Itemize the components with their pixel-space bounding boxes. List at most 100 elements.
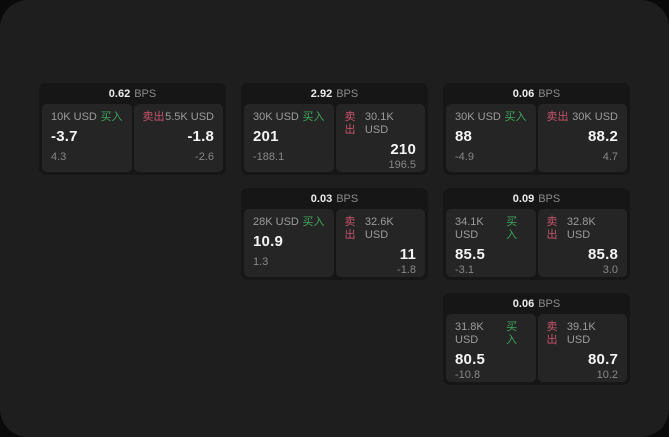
- sell-panel-top: 卖出 32.6K USD: [345, 216, 417, 242]
- sell-panel-top: 卖出 30K USD: [547, 111, 619, 124]
- buy-sub-value: -4.9: [455, 151, 474, 163]
- sell-amount: 39.1K USD: [566, 321, 596, 346]
- sell-price: 88.2: [588, 128, 618, 145]
- bps-unit-label: BPS: [336, 192, 359, 205]
- buy-amount: 30K USD: [253, 111, 299, 123]
- buy-side-label: 买入: [506, 321, 518, 346]
- quote-board: 0.62 BPS 10K USD 买入 -3.7 4.3 卖出 5.5K USD: [39, 83, 630, 385]
- sell-amount: 32.8K USD: [566, 216, 596, 241]
- quote-card: 0.03 BPS 28K USD 买入 10.9 1.3 卖出 32.6K US…: [241, 188, 428, 280]
- buy-panel-top: 31.8K USD 买入: [455, 321, 527, 347]
- sell-sub-value: 4.7: [602, 151, 618, 163]
- buy-panel-top: 34.1K USD 买入: [455, 216, 527, 242]
- bps-value: 0.06: [512, 297, 535, 310]
- buy-sub-value: -3.1: [455, 264, 474, 276]
- card-header: 2.92 BPS: [244, 83, 425, 104]
- sell-panel[interactable]: 卖出 32.6K USD 11 -1.8: [335, 209, 425, 277]
- bps-value: 0.03: [310, 192, 333, 205]
- sell-sub-value: 196.5: [388, 159, 416, 171]
- buy-amount: 34.1K USD: [455, 216, 484, 241]
- sell-price: -1.8: [187, 128, 214, 145]
- buy-price: 201: [253, 128, 279, 145]
- card-header: 0.06 BPS: [446, 83, 627, 104]
- sell-sub-value: -1.8: [397, 264, 416, 276]
- quote-card: 0.62 BPS 10K USD 买入 -3.7 4.3 卖出 5.5K USD: [39, 83, 226, 175]
- buy-panel-top: 28K USD 买入: [253, 216, 325, 229]
- bps-unit-label: BPS: [134, 87, 157, 100]
- buy-side-label: 买入: [302, 216, 325, 228]
- sell-panel-top: 卖出 39.1K USD: [547, 321, 619, 347]
- bps-value: 0.06: [512, 87, 535, 100]
- buy-amount: 30K USD: [455, 111, 501, 123]
- buy-side-label: 买入: [504, 111, 527, 123]
- panel-pair: 30K USD 买入 201 -188.1 卖出 30.1K USD 210 1…: [244, 104, 425, 172]
- bps-unit-label: BPS: [336, 87, 359, 100]
- sell-amount: 30.1K USD: [364, 111, 394, 136]
- sell-price: 80.7: [588, 351, 618, 368]
- buy-panel-top: 10K USD 买入: [51, 111, 123, 124]
- sell-panel-top: 卖出 30.1K USD: [345, 111, 417, 137]
- sell-amount: 30K USD: [572, 111, 618, 123]
- sell-side-label: 卖出: [142, 111, 165, 123]
- bps-unit-label: BPS: [538, 192, 561, 205]
- buy-sub-value: -10.8: [455, 369, 481, 381]
- sell-panel[interactable]: 卖出 30K USD 88.2 4.7: [537, 104, 627, 172]
- buy-sub-value: 4.3: [51, 151, 67, 163]
- buy-panel[interactable]: 30K USD 买入 201 -188.1: [244, 104, 334, 172]
- sell-side-label: 卖出: [546, 321, 558, 346]
- card-header: 0.09 BPS: [446, 188, 627, 209]
- buy-sub-value: -188.1: [253, 151, 285, 163]
- panel-pair: 28K USD 买入 10.9 1.3 卖出 32.6K USD 11 -1.8: [244, 209, 425, 277]
- sell-sub-value: -2.6: [195, 151, 214, 163]
- card-header: 0.06 BPS: [446, 293, 627, 314]
- sell-panel[interactable]: 卖出 30.1K USD 210 196.5: [335, 104, 425, 172]
- sell-amount: 5.5K USD: [165, 111, 214, 123]
- buy-panel[interactable]: 31.8K USD 买入 80.5 -10.8: [446, 314, 536, 382]
- sell-panel[interactable]: 卖出 5.5K USD -1.8 -2.6: [133, 104, 223, 172]
- buy-price: 85.5: [455, 246, 485, 263]
- buy-amount: 10K USD: [51, 111, 97, 123]
- sell-price: 11: [399, 246, 416, 263]
- panel-pair: 10K USD 买入 -3.7 4.3 卖出 5.5K USD -1.8 -2.…: [42, 104, 223, 172]
- sell-side-label: 卖出: [344, 111, 356, 136]
- buy-amount: 31.8K USD: [455, 321, 484, 346]
- sell-panel-top: 卖出 5.5K USD: [143, 111, 215, 124]
- buy-sub-value: 1.3: [253, 256, 269, 268]
- panel-pair: 30K USD 买入 88 -4.9 卖出 30K USD 88.2 4.7: [446, 104, 627, 172]
- sell-price: 85.8: [588, 246, 618, 263]
- quote-card: 0.06 BPS 31.8K USD 买入 80.5 -10.8 卖出 39.1…: [443, 293, 630, 385]
- quote-card: 0.09 BPS 34.1K USD 买入 85.5 -3.1 卖出 32.8K…: [443, 188, 630, 280]
- sell-side-label: 卖出: [546, 216, 558, 241]
- buy-amount: 28K USD: [253, 216, 299, 228]
- buy-side-label: 买入: [302, 111, 325, 123]
- buy-price: 80.5: [455, 351, 485, 368]
- buy-price: 10.9: [253, 233, 283, 250]
- sell-sub-value: 10.2: [596, 369, 618, 381]
- bps-value: 0.09: [512, 192, 535, 205]
- buy-panel[interactable]: 10K USD 买入 -3.7 4.3: [42, 104, 132, 172]
- buy-side-label: 买入: [100, 111, 123, 123]
- buy-panel-top: 30K USD 买入: [455, 111, 527, 124]
- sell-panel[interactable]: 卖出 39.1K USD 80.7 10.2: [537, 314, 627, 382]
- panel-pair: 34.1K USD 买入 85.5 -3.1 卖出 32.8K USD 85.8…: [446, 209, 627, 277]
- quote-card: 2.92 BPS 30K USD 买入 201 -188.1 卖出 30.1K …: [241, 83, 428, 175]
- buy-panel-top: 30K USD 买入: [253, 111, 325, 124]
- buy-panel[interactable]: 34.1K USD 买入 85.5 -3.1: [446, 209, 536, 277]
- sell-side-label: 卖出: [344, 216, 356, 241]
- buy-panel[interactable]: 30K USD 买入 88 -4.9: [446, 104, 536, 172]
- sell-price: 210: [390, 141, 416, 158]
- sell-side-label: 卖出: [546, 111, 569, 123]
- buy-panel[interactable]: 28K USD 买入 10.9 1.3: [244, 209, 334, 277]
- sell-panel-top: 卖出 32.8K USD: [547, 216, 619, 242]
- bps-value: 0.62: [108, 87, 131, 100]
- quote-card: 0.06 BPS 30K USD 买入 88 -4.9 卖出 30K USD: [443, 83, 630, 175]
- sell-amount: 32.6K USD: [364, 216, 394, 241]
- sell-sub-value: 3.0: [602, 264, 618, 276]
- bps-value: 2.92: [310, 87, 333, 100]
- buy-side-label: 买入: [506, 216, 518, 241]
- panel-pair: 31.8K USD 买入 80.5 -10.8 卖出 39.1K USD 80.…: [446, 314, 627, 382]
- sell-panel[interactable]: 卖出 32.8K USD 85.8 3.0: [537, 209, 627, 277]
- card-header: 0.03 BPS: [244, 188, 425, 209]
- card-header: 0.62 BPS: [42, 83, 223, 104]
